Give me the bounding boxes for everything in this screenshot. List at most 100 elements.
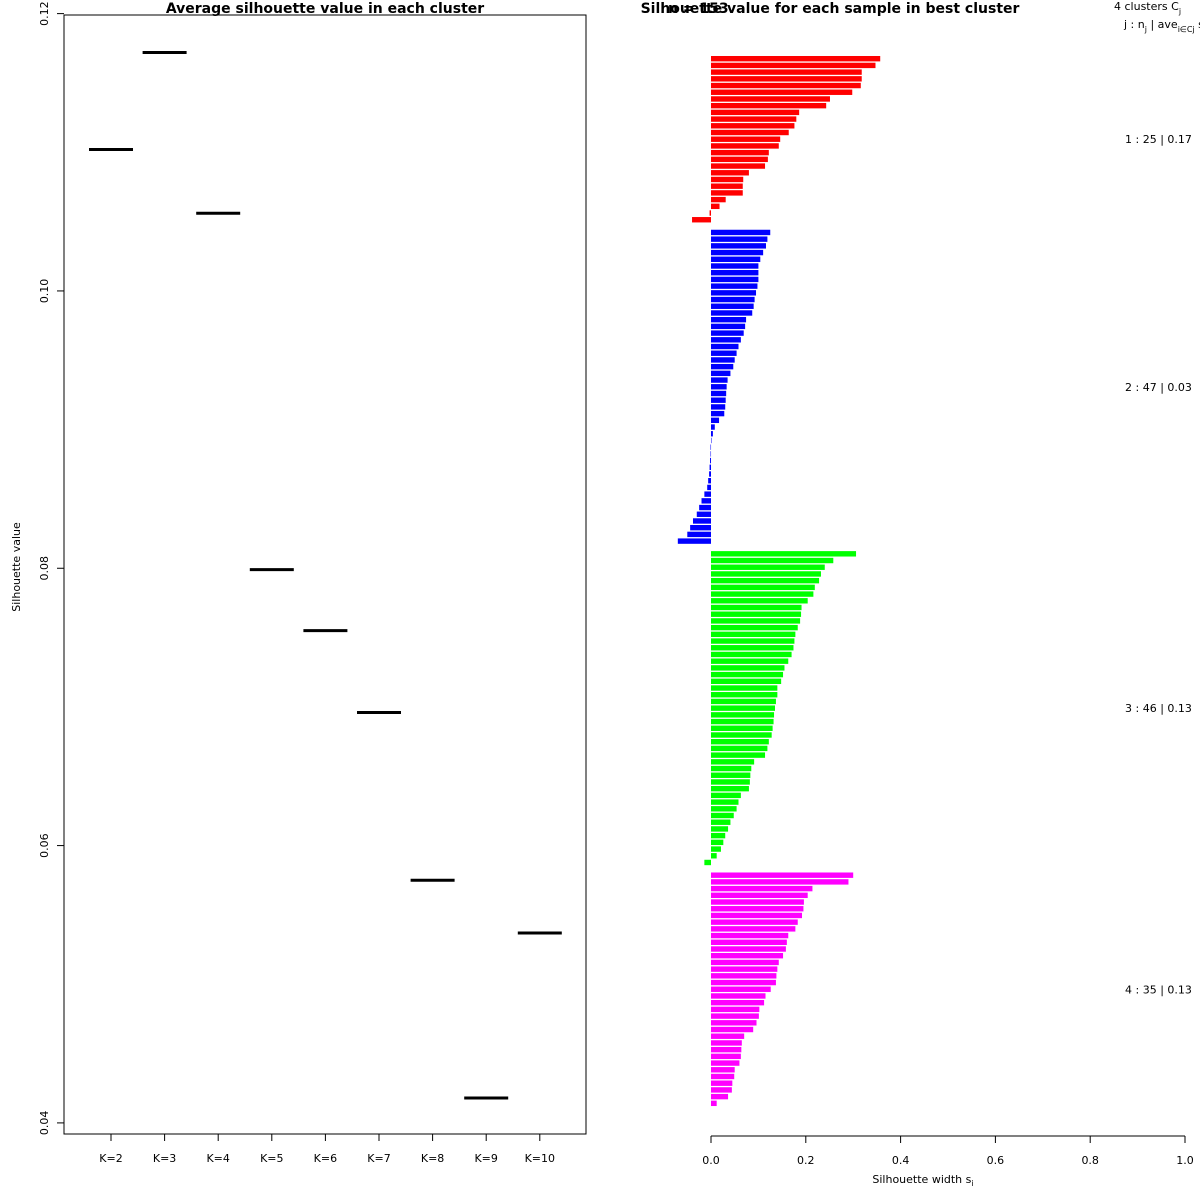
- silhouette-bar: [711, 56, 881, 62]
- silhouette-bar: [711, 102, 827, 109]
- cluster-label: 3 : 46 | 0.13: [1125, 702, 1192, 715]
- silhouette-bar: [711, 551, 857, 557]
- silhouette-bar: [711, 310, 753, 316]
- left-panel: Average silhouette value in each cluster…: [10, 1, 587, 1165]
- silhouette-bar: [711, 678, 782, 685]
- silhouette-bar: [711, 732, 772, 738]
- silhouette-bar: [711, 872, 854, 878]
- silhouette-bar: [711, 330, 744, 336]
- silhouette-bar: [711, 966, 778, 972]
- silhouette-bar: [711, 296, 755, 303]
- silhouette-bar: [711, 993, 766, 999]
- silhouette-bar: [687, 531, 711, 538]
- left-value-marks: [89, 50, 562, 1100]
- silhouette-bar: [711, 417, 720, 424]
- silhouette-bar: [711, 885, 813, 892]
- silhouette-bar: [711, 109, 800, 116]
- silhouette-bar: [711, 1060, 740, 1066]
- silhouette-bar: [711, 1013, 759, 1019]
- silhouette-bar: [711, 316, 747, 323]
- silhouette-bar: [711, 725, 773, 731]
- legend-header-line2: j : nj | avei∈Cj s: [1123, 18, 1200, 34]
- silhouette-bar: [711, 645, 794, 651]
- silhouette-bar: [711, 846, 721, 852]
- silhouette-bar: [711, 812, 734, 819]
- silhouette-bar: [711, 1073, 735, 1080]
- silhouette-bar: [711, 739, 769, 745]
- silhouette-bar: [711, 799, 739, 805]
- silhouette-bar: [711, 892, 808, 899]
- silhouette-bar: [711, 62, 876, 69]
- silhouette-bar: [711, 839, 724, 846]
- silhouette-bar: [704, 491, 711, 497]
- silhouette-bar: [711, 410, 725, 417]
- silhouette-bar: [711, 932, 789, 939]
- silhouette-bar: [711, 377, 728, 383]
- silhouette-bar: [711, 363, 734, 370]
- cluster-label: 1 : 25 | 0.17: [1125, 133, 1192, 146]
- silhouette-bar: [709, 471, 711, 477]
- right-panel: n = 153 Silhouette value for each sample…: [641, 0, 1200, 1188]
- silhouette-bar: [711, 236, 768, 242]
- silhouette-bar: [711, 611, 802, 617]
- silhouette-bar: [711, 792, 741, 799]
- silhouette-bar: [711, 671, 784, 678]
- silhouette-bar: [711, 604, 802, 611]
- silhouette-bar: [711, 772, 751, 778]
- silhouette-bar: [711, 276, 759, 283]
- silhouette-bar: [711, 116, 797, 122]
- silhouette-bar: [711, 698, 776, 705]
- silhouette-bar: [711, 82, 861, 89]
- silhouette-bar: [711, 136, 781, 142]
- sample-count-label: n = 153: [668, 1, 729, 17]
- silhouette-bar: [711, 591, 814, 597]
- silhouette-bar: [711, 123, 795, 129]
- silhouette-bar: [711, 745, 768, 752]
- silhouette-bar: [711, 170, 749, 176]
- silhouette-bar: [711, 705, 775, 711]
- silhouette-bar: [711, 692, 778, 698]
- silhouette-bar: [690, 524, 711, 531]
- silhouette-bar: [711, 819, 731, 825]
- right-chart-title: Silhouette value for each sample in best…: [641, 1, 1020, 17]
- silhouette-bar: [711, 752, 766, 758]
- silhouette-bar: [677, 538, 711, 544]
- silhouette-bar: [711, 1040, 742, 1046]
- silhouette-bar: [711, 624, 798, 631]
- left-x-tick-label: K=7: [367, 1152, 390, 1165]
- silhouette-bar: [711, 290, 757, 296]
- silhouette-bar: [711, 598, 808, 604]
- silhouette-bar: [711, 69, 862, 75]
- silhouette-bar: [711, 89, 853, 95]
- silhouette-bar: [711, 779, 750, 785]
- silhouette-bar: [709, 210, 711, 216]
- left-y-axis-label: Silhouette value: [10, 522, 23, 612]
- silhouette-bar: [711, 1033, 745, 1039]
- silhouette-bar: [711, 156, 768, 163]
- right-x-tick-label: 0.4: [892, 1154, 910, 1167]
- silhouette-bar: [711, 685, 778, 691]
- silhouette-bar: [704, 859, 711, 866]
- silhouette-bar: [711, 343, 739, 350]
- left-x-tick-label: K=6: [314, 1152, 337, 1165]
- left-chart-title: Average silhouette value in each cluster: [166, 1, 484, 17]
- left-x-tick-label: K=4: [206, 1152, 229, 1165]
- silhouette-bar: [711, 384, 727, 390]
- silhouette-bar: [711, 404, 726, 410]
- left-x-tick-label: K=2: [99, 1152, 122, 1165]
- silhouette-bar: [711, 1046, 742, 1053]
- silhouette-bar: [711, 256, 761, 262]
- silhouette-bar: [711, 323, 746, 330]
- silhouette-bar: [711, 712, 775, 718]
- silhouette-bar: [711, 584, 815, 591]
- silhouette-bar: [711, 190, 743, 196]
- cluster-labels: 1 : 25 | 0.17 2 : 47 | 0.03 3 : 46 | 0.13 4…: [1125, 133, 1192, 996]
- silhouette-bar: [711, 283, 758, 289]
- silhouette-bar: [711, 390, 727, 397]
- silhouette-bar: [711, 1067, 735, 1073]
- silhouette-bar: [709, 464, 711, 470]
- silhouette-bar: [696, 511, 711, 517]
- silhouette-bar: [711, 765, 752, 772]
- silhouette-bar: [711, 370, 731, 377]
